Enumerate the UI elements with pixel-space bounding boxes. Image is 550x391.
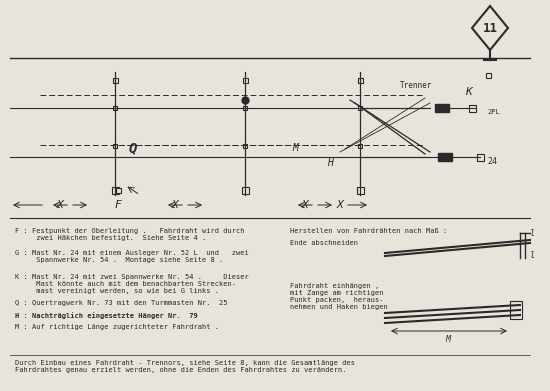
Text: K : Mast Nr. 24 mit zwei Spannwerke Nr. 54 .     Dieser
     Mast könnte auch mi: K : Mast Nr. 24 mit zwei Spannwerke Nr. …: [15, 274, 249, 294]
Bar: [358, 106, 362, 110]
Text: X: X: [172, 200, 178, 210]
Text: F: F: [114, 200, 122, 210]
Bar: [435, 104, 449, 112]
Bar: [243, 106, 247, 110]
Bar: [486, 72, 491, 77]
Text: K: K: [465, 87, 471, 97]
Text: Herstellen von Fahrdrähten nach Maß :: Herstellen von Fahrdrähten nach Maß :: [290, 228, 447, 234]
Text: H: H: [327, 158, 333, 168]
Bar: [243, 77, 248, 83]
Bar: [356, 187, 364, 194]
Text: 11: 11: [482, 23, 498, 36]
Text: X: X: [57, 200, 63, 210]
Text: Q: Q: [129, 141, 137, 155]
Text: Fahrdraht einhängen ,
mit Zange am richtigen
Punkt packen,  heraus-
nehmen und H: Fahrdraht einhängen , mit Zange am richt…: [290, 283, 388, 310]
Bar: [358, 144, 362, 148]
Text: 2PL: 2PL: [487, 109, 500, 115]
Text: G : Mast Nr. 24 mit einem Ausleger Nr. 52 L  und   zwei
     Spannwerke Nr. 54 .: G : Mast Nr. 24 mit einem Ausleger Nr. 5…: [15, 250, 249, 263]
Text: M: M: [446, 335, 450, 344]
Bar: [438, 153, 452, 161]
Text: H : Nachträglich eingesetzte Hänger Nr.  79: H : Nachträglich eingesetzte Hänger Nr. …: [15, 312, 198, 319]
Bar: [113, 106, 117, 110]
Bar: [112, 187, 118, 194]
Text: Durch Einbau eines Fahrdraht - Trennors, siehe Seite 8, kann die Gesamtlänge des: Durch Einbau eines Fahrdraht - Trennors,…: [15, 360, 355, 373]
Text: l: l: [530, 251, 535, 260]
Text: M: M: [292, 143, 298, 153]
Text: F : Festpunkt der Oberleitung .   Fahrdraht wird durch
     zwei Häkchen befesti: F : Festpunkt der Oberleitung . Fahrdrah…: [15, 228, 245, 241]
Bar: [510, 301, 522, 319]
Bar: [243, 144, 247, 148]
Bar: [113, 144, 117, 148]
Text: X: X: [301, 200, 309, 210]
Text: 24: 24: [487, 156, 497, 165]
Bar: [358, 77, 362, 83]
Text: Q : Quertragwerk Nr. 73 mit den Turmmasten Nr.  25: Q : Quertragwerk Nr. 73 mit den Turmmast…: [15, 300, 228, 306]
Bar: [241, 187, 249, 194]
Text: Ende abschneiden: Ende abschneiden: [290, 240, 358, 246]
Text: Trenner: Trenner: [400, 81, 432, 90]
Bar: [469, 104, 476, 111]
Bar: [476, 154, 483, 160]
Text: X: X: [337, 200, 343, 210]
Bar: [113, 77, 118, 83]
Text: l: l: [530, 228, 535, 237]
Text: M : Auf richtige Länge zugerichteter Fahrdraht .: M : Auf richtige Länge zugerichteter Fah…: [15, 324, 219, 330]
Bar: [116, 188, 120, 192]
